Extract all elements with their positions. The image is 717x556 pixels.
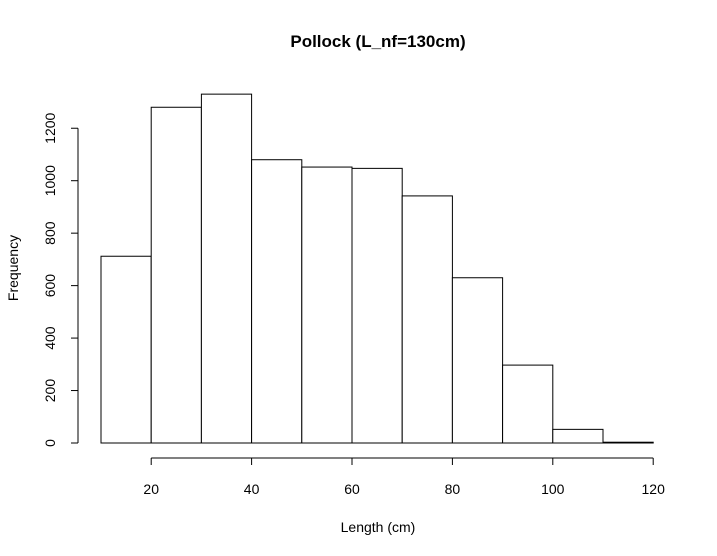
histogram-bar xyxy=(100,255,152,444)
histogram-bar xyxy=(351,167,403,444)
y-tick-label: 400 xyxy=(42,326,58,350)
histogram-bar xyxy=(251,159,303,444)
histogram-bar xyxy=(401,195,453,444)
histogram-bar xyxy=(602,441,654,444)
y-tick-label: 1000 xyxy=(42,165,58,196)
chart-title: Pollock (L_nf=130cm) xyxy=(290,32,465,51)
histogram-bar xyxy=(200,93,253,444)
y-axis: 0 200 400 600 800 1000 1200 xyxy=(42,112,79,447)
x-tick-label: 100 xyxy=(541,481,565,497)
x-tick-label: 120 xyxy=(642,481,666,497)
y-tick-label: 200 xyxy=(42,379,58,403)
histogram-bar xyxy=(301,166,353,444)
y-tick-label: 0 xyxy=(42,439,58,447)
y-tick-label: 1200 xyxy=(42,112,58,143)
histogram-bar xyxy=(451,277,504,444)
histogram-bar xyxy=(150,106,202,444)
y-tick-label: 800 xyxy=(42,221,58,245)
histogram-bar xyxy=(552,428,604,444)
x-tick-label: 20 xyxy=(143,481,159,497)
histogram-bar xyxy=(502,364,554,444)
x-axis-label: Length (cm) xyxy=(341,519,416,535)
y-axis-label: Frequency xyxy=(5,235,21,301)
x-tick-label: 80 xyxy=(445,481,461,497)
bars-group xyxy=(100,93,654,444)
x-tick-label: 40 xyxy=(244,481,260,497)
y-tick-label: 600 xyxy=(42,274,58,298)
x-axis: 20 40 60 80 100 120 xyxy=(143,457,666,497)
x-tick-label: 60 xyxy=(344,481,360,497)
